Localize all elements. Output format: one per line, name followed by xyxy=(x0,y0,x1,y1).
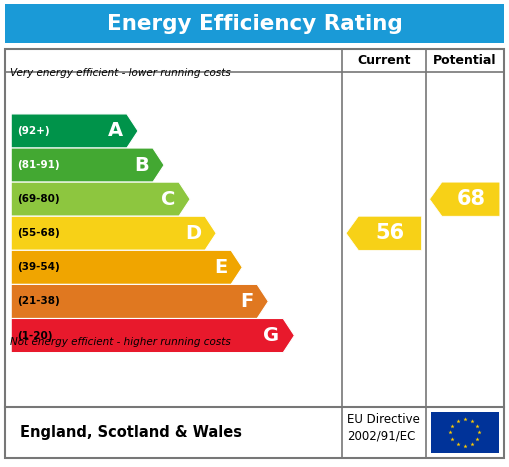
Text: B: B xyxy=(134,156,149,175)
Polygon shape xyxy=(11,284,268,318)
Text: D: D xyxy=(185,224,201,243)
Polygon shape xyxy=(11,216,216,250)
Polygon shape xyxy=(11,182,190,216)
Text: Potential: Potential xyxy=(433,54,496,67)
Text: E: E xyxy=(214,258,227,277)
Text: England, Scotland & Wales: England, Scotland & Wales xyxy=(20,425,242,440)
Text: (81-91): (81-91) xyxy=(17,160,60,170)
Text: EU Directive
2002/91/EC: EU Directive 2002/91/EC xyxy=(347,413,420,443)
Text: (69-80): (69-80) xyxy=(17,194,60,204)
Polygon shape xyxy=(11,148,164,182)
Text: C: C xyxy=(160,190,175,209)
Text: (1-20): (1-20) xyxy=(17,331,53,340)
Text: G: G xyxy=(263,326,279,345)
Text: Energy Efficiency Rating: Energy Efficiency Rating xyxy=(106,14,403,34)
Polygon shape xyxy=(11,250,242,284)
Text: (21-38): (21-38) xyxy=(17,297,60,306)
Text: (39-54): (39-54) xyxy=(17,262,60,272)
Text: 56: 56 xyxy=(375,223,405,243)
Bar xyxy=(5,49,504,458)
Text: Very energy efficient - lower running costs: Very energy efficient - lower running co… xyxy=(10,68,231,78)
Polygon shape xyxy=(430,182,500,216)
Text: Current: Current xyxy=(357,54,411,67)
Bar xyxy=(431,412,499,453)
Bar xyxy=(5,4,504,43)
Text: 68: 68 xyxy=(457,189,486,209)
Polygon shape xyxy=(346,216,421,250)
Text: F: F xyxy=(240,292,253,311)
Text: A: A xyxy=(107,121,123,141)
Text: (92+): (92+) xyxy=(17,126,50,136)
Polygon shape xyxy=(11,114,138,148)
Text: Not energy efficient - higher running costs: Not energy efficient - higher running co… xyxy=(10,338,231,347)
Polygon shape xyxy=(11,318,294,353)
Text: (55-68): (55-68) xyxy=(17,228,60,238)
